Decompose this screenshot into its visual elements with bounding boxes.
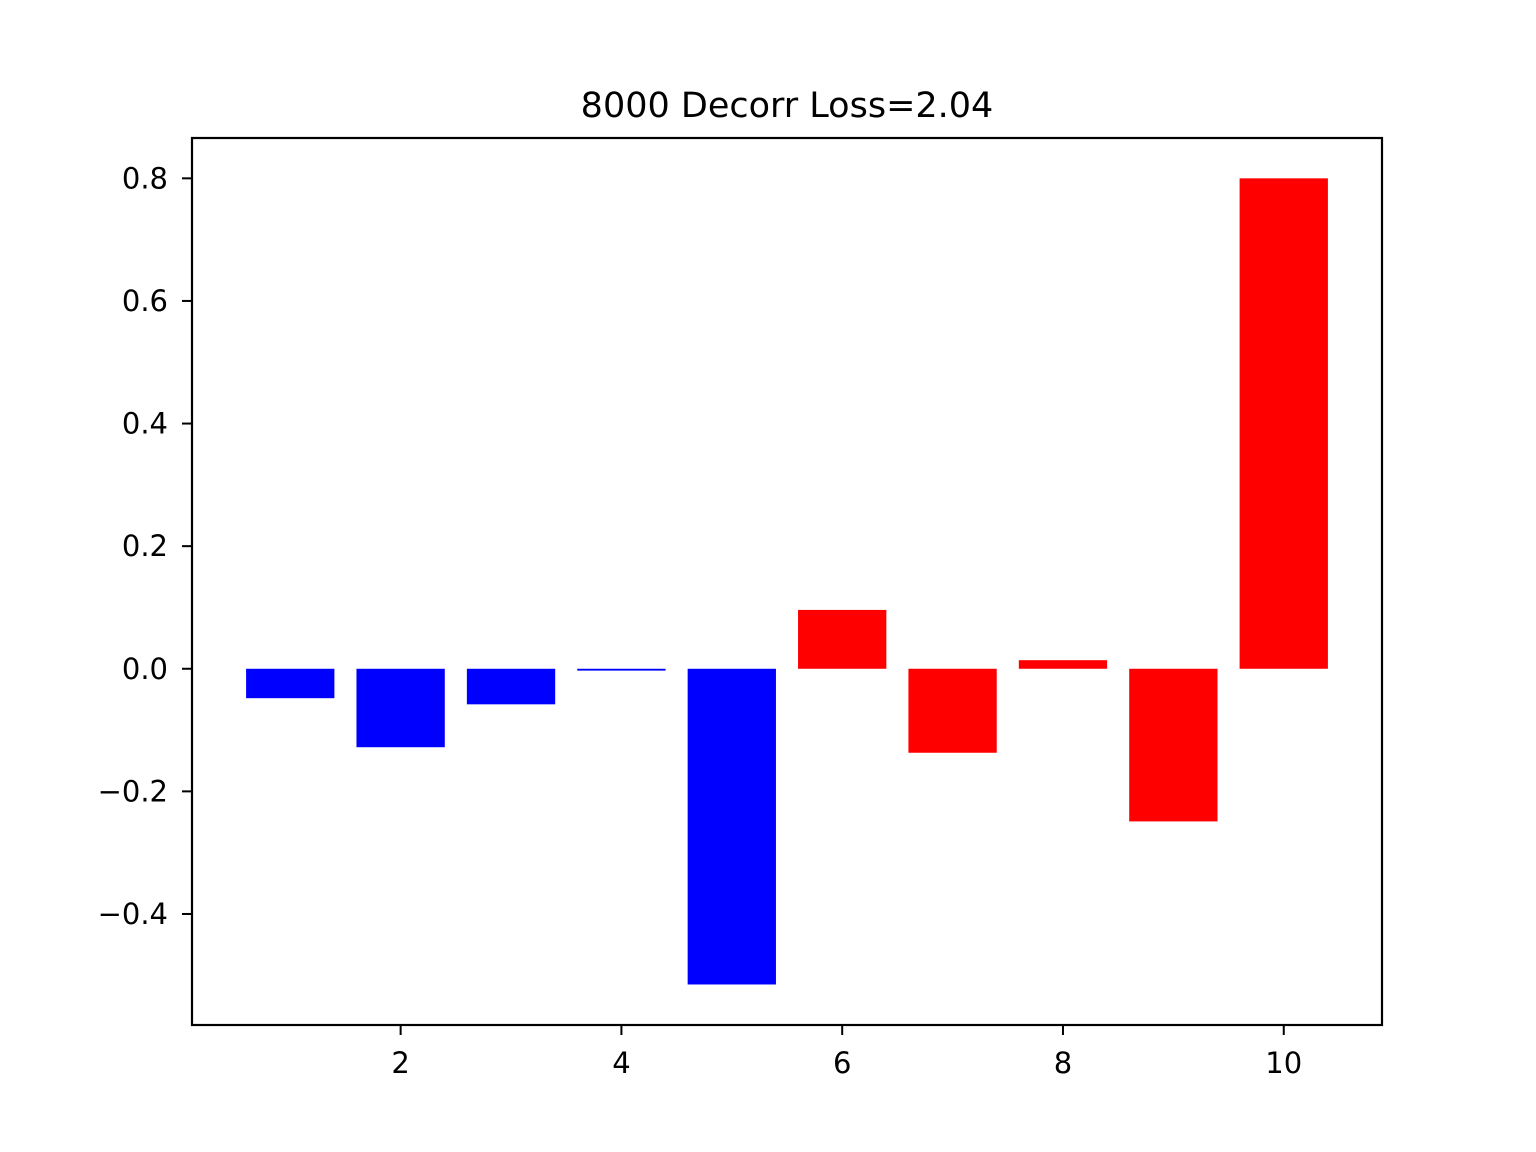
plot-frame [190,136,1384,1027]
y-tick-label: −0.4 [98,897,168,931]
x-tick-label: 6 [833,1046,851,1080]
bar-4 [577,668,666,671]
y-tick-label: 0.8 [122,161,168,195]
bar-10 [1239,178,1328,669]
y-axis-ticks: −0.4 −0.2 0.0 0.2 0.4 0.6 0.8 [98,161,192,931]
chart-title: 8000 Decorr Loss=2.04 [581,86,994,126]
x-tick-label: 8 [1054,1046,1072,1080]
x-tick-label: 2 [391,1046,409,1080]
bar-6 [798,609,887,669]
bar-1 [246,668,335,699]
x-tick-label: 4 [612,1046,630,1080]
y-tick-label: −0.2 [98,774,168,808]
bar-3 [466,668,556,705]
y-tick-label: 0.4 [122,407,168,441]
bar-2 [356,668,445,748]
y-tick-label: 0.0 [122,652,168,686]
bar-9 [1129,668,1218,822]
bars-group [246,178,1328,985]
y-tick-label: 0.6 [122,284,168,318]
x-axis-ticks: 2 4 6 8 10 [391,1025,1302,1080]
x-tick-label: 10 [1265,1046,1302,1080]
bar-8 [1018,660,1108,669]
bar-5 [687,668,776,985]
bar-7 [908,668,997,753]
y-tick-label: 0.2 [122,529,168,563]
